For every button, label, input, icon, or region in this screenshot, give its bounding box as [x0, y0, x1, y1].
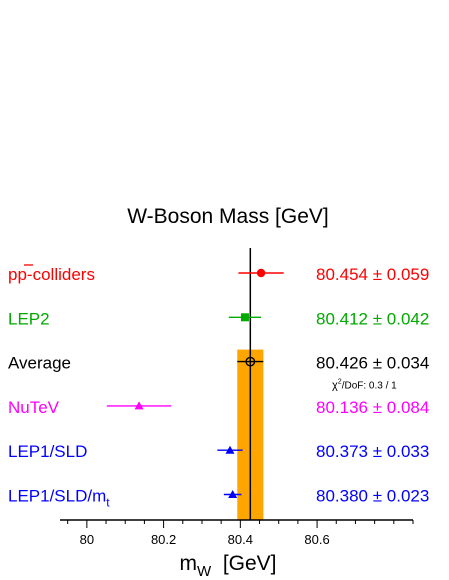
x-tick-label: 80.4 — [228, 532, 253, 547]
x-tick-label: 80.2 — [151, 532, 176, 547]
measurement-row: pp-colliders 80.454 ± 0.059 — [8, 264, 429, 284]
chi2-annotation: χ2/DoF: 0.3 / 1 — [332, 379, 397, 392]
measurement-row: Average 80.426 ± 0.034 χ2/DoF: 0.3 / 1 — [8, 354, 429, 392]
marker-triangle — [225, 445, 235, 454]
row-value: 80.454 ± 0.059 — [316, 265, 429, 284]
x-tick-label: 80.6 — [304, 532, 329, 547]
row-label: LEP2 — [8, 309, 50, 328]
row-value: 80.426 ± 0.034 — [316, 354, 429, 373]
row-label: LEP1/SLD — [8, 442, 87, 461]
measurement-row: LEP2 80.412 ± 0.042 — [8, 309, 429, 328]
measurement-rows: pp-colliders 80.454 ± 0.059 LEP2 80.412 ± 0… — [8, 264, 429, 510]
x-tick-label: 80 — [80, 532, 94, 547]
measurement-row: LEP1/SLD/mt 80.380 ± 0.023 — [8, 487, 429, 510]
row-label: Average — [8, 354, 71, 373]
row-label: pp-colliders — [8, 265, 95, 284]
measurement-row: LEP1/SLD 80.373 ± 0.033 — [8, 442, 429, 461]
marker-circle — [256, 268, 266, 278]
marker-triangle — [134, 401, 144, 410]
average-band-group — [237, 248, 264, 520]
marker-triangle — [228, 490, 238, 498]
row-value: 80.412 ± 0.042 — [316, 309, 429, 328]
chart-title: W-Boson Mass [GeV] — [127, 205, 329, 228]
x-axis-label: mW [GeV] — [179, 552, 276, 580]
row-value: 80.380 ± 0.023 — [316, 487, 429, 506]
marker-open-circle — [245, 356, 256, 367]
x-axis: 80 80.2 80.4 80.6 — [60, 519, 414, 547]
marker-square — [240, 313, 249, 322]
row-label: LEP1/SLD/mt — [8, 487, 110, 510]
row-label: NuTeV — [8, 398, 60, 417]
row-value: 80.136 ± 0.084 — [316, 398, 429, 417]
row-value: 80.373 ± 0.033 — [316, 442, 429, 461]
measurement-row: NuTeV 80.136 ± 0.084 — [8, 398, 429, 417]
